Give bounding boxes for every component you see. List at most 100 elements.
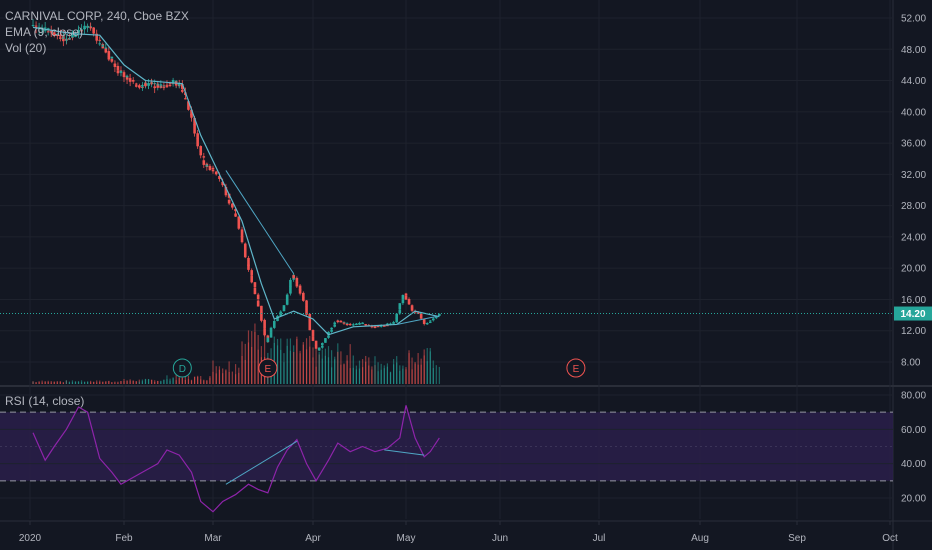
volume-bar bbox=[129, 379, 131, 384]
candle-body bbox=[116, 65, 120, 71]
candle-body bbox=[202, 160, 206, 165]
candle-body bbox=[211, 167, 215, 170]
candle-body bbox=[59, 34, 62, 37]
volume-bar bbox=[132, 380, 134, 384]
candle-body bbox=[333, 322, 336, 325]
price-axis-tick: 32.00 bbox=[901, 170, 926, 181]
candle-series bbox=[31, 19, 441, 352]
candle-body bbox=[305, 306, 308, 315]
volume-bar bbox=[181, 378, 183, 384]
price-trendline[interactable] bbox=[225, 170, 295, 274]
volume-bar bbox=[47, 380, 49, 384]
rsi-legend[interactable]: RSI (14, close) bbox=[5, 394, 85, 408]
time-axis-tick: May bbox=[397, 533, 416, 544]
candle-body bbox=[211, 169, 215, 172]
candle-body bbox=[52, 32, 56, 34]
candle-body bbox=[110, 59, 114, 62]
candle-body bbox=[104, 48, 108, 53]
candle-body bbox=[184, 98, 187, 100]
volume-bar bbox=[331, 350, 333, 384]
price-legend: CARNIVAL CORP, 240, Cboe BZX EMA (9, clo… bbox=[5, 8, 189, 56]
candle-body bbox=[260, 305, 263, 313]
candle-body bbox=[202, 156, 206, 158]
rsi-trendline[interactable] bbox=[384, 449, 425, 456]
price-axis-tick: 16.00 bbox=[901, 295, 926, 306]
candle-body bbox=[214, 173, 218, 175]
volume-legend[interactable]: Vol (20) bbox=[5, 41, 47, 55]
candle-body bbox=[227, 199, 231, 204]
candle-body bbox=[373, 326, 377, 328]
candle-body bbox=[435, 315, 438, 319]
volume-bar bbox=[50, 382, 52, 384]
candle-body bbox=[205, 165, 209, 167]
volume-bar bbox=[83, 382, 86, 384]
volume-bar bbox=[309, 346, 311, 384]
price-trendline[interactable] bbox=[396, 315, 440, 325]
volume-bar bbox=[349, 344, 351, 384]
symbol-title[interactable]: CARNIVAL CORP, 240, Cboe BZX bbox=[5, 9, 189, 23]
volume-bar bbox=[154, 381, 156, 384]
volume-bar bbox=[200, 376, 202, 384]
candle-body bbox=[425, 323, 429, 325]
earnings-marker[interactable] bbox=[258, 358, 278, 378]
candle-body bbox=[410, 307, 414, 311]
volume-bar bbox=[276, 338, 279, 384]
candle-body bbox=[269, 327, 273, 333]
candle-body bbox=[398, 309, 402, 314]
price-axis-tick: 20.00 bbox=[901, 264, 926, 275]
volume-bar bbox=[432, 368, 434, 384]
volume-bar bbox=[346, 360, 348, 384]
candle-body bbox=[342, 322, 346, 324]
volume-bar bbox=[71, 382, 74, 384]
volume-bar bbox=[141, 379, 144, 384]
candle-body bbox=[125, 75, 129, 77]
candle-body bbox=[128, 78, 132, 82]
candle-body bbox=[370, 326, 374, 328]
candle-body bbox=[392, 321, 395, 323]
volume-bar bbox=[305, 349, 308, 384]
candle-body bbox=[89, 27, 92, 29]
volume-bar bbox=[426, 361, 428, 384]
volume-bar bbox=[280, 349, 282, 384]
dividend-marker[interactable] bbox=[172, 358, 192, 378]
candle-body bbox=[253, 282, 257, 288]
rsi-trendline[interactable] bbox=[225, 440, 298, 485]
volume-bar bbox=[302, 342, 304, 384]
volume-bar bbox=[163, 379, 165, 384]
candle-body bbox=[285, 294, 289, 303]
candle-body bbox=[80, 29, 83, 31]
candle-body bbox=[116, 70, 120, 74]
volume-bar bbox=[157, 380, 159, 384]
volume-bar bbox=[247, 342, 250, 384]
volume-bar bbox=[386, 366, 388, 384]
ema-legend[interactable]: EMA (9, close) bbox=[5, 25, 84, 39]
volume-bar bbox=[368, 357, 370, 384]
candle-body bbox=[159, 84, 163, 86]
volume-bar bbox=[231, 371, 233, 384]
candle-body bbox=[330, 327, 333, 330]
volume-bar bbox=[337, 351, 339, 384]
candle-body bbox=[193, 124, 196, 134]
volume-bar bbox=[120, 381, 122, 384]
price-axis-tick: 44.00 bbox=[901, 76, 926, 87]
volume-bar bbox=[203, 380, 205, 384]
volume-bar bbox=[343, 363, 345, 384]
volume-bar bbox=[53, 382, 55, 384]
candle-body bbox=[83, 25, 86, 30]
rsi-line bbox=[32, 405, 440, 513]
candle-body bbox=[263, 319, 266, 329]
earnings-marker[interactable] bbox=[566, 358, 586, 378]
candle-body bbox=[224, 191, 228, 196]
volume-bar bbox=[178, 375, 180, 384]
volume-bar bbox=[321, 349, 323, 384]
volume-bar bbox=[296, 339, 298, 384]
candle-body bbox=[240, 236, 244, 243]
candle-body bbox=[355, 323, 358, 325]
candle-body bbox=[234, 208, 237, 212]
candle-body bbox=[383, 325, 386, 327]
volume-bar bbox=[187, 379, 190, 384]
volume-bar bbox=[151, 379, 153, 384]
candle-body bbox=[410, 305, 414, 309]
